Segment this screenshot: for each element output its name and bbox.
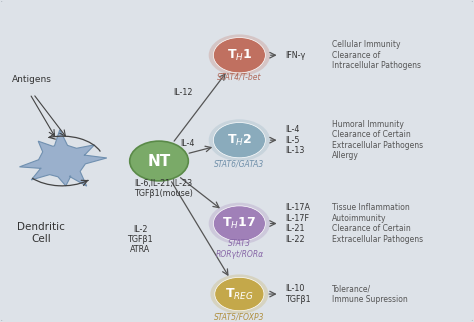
Circle shape: [215, 277, 264, 311]
Circle shape: [210, 274, 268, 314]
Text: IL-12: IL-12: [173, 88, 192, 97]
Text: IL-2
TGFβ1
ATRA: IL-2 TGFβ1 ATRA: [128, 225, 153, 254]
Circle shape: [213, 38, 265, 73]
Circle shape: [130, 141, 188, 181]
Circle shape: [213, 206, 265, 241]
Text: IFN-γ: IFN-γ: [285, 51, 305, 60]
Text: IL-4
IL-5
IL-13: IL-4 IL-5 IL-13: [285, 125, 305, 155]
Text: Dendritic
Cell: Dendritic Cell: [17, 222, 65, 244]
Text: STAT6/GATA3: STAT6/GATA3: [214, 159, 264, 168]
Circle shape: [209, 119, 270, 161]
Text: Humoral Immunity
Clearance of Certain
Extracellular Pathogens
Allergy: Humoral Immunity Clearance of Certain Ex…: [331, 120, 423, 160]
Circle shape: [209, 203, 270, 244]
Text: Tissue Inflammation
Autoimmunity
Clearance of Certain
Extracellular Pathogens: Tissue Inflammation Autoimmunity Clearan…: [331, 204, 423, 244]
Text: STAT5/FOXP3: STAT5/FOXP3: [214, 312, 264, 321]
Text: Tolerance/
Immune Supression: Tolerance/ Immune Supression: [331, 284, 407, 304]
Text: T$_{REG}$: T$_{REG}$: [225, 287, 254, 302]
Text: STAT3
RORγt/RORα: STAT3 RORγt/RORα: [215, 239, 264, 259]
Circle shape: [209, 34, 270, 76]
Text: IL-6,IL-21,IL-23
TGFβ1(mouse): IL-6,IL-21,IL-23 TGFβ1(mouse): [134, 179, 193, 198]
Polygon shape: [19, 130, 107, 186]
Text: IL-4: IL-4: [180, 139, 194, 148]
Text: Antigens: Antigens: [11, 75, 51, 84]
Circle shape: [213, 123, 265, 158]
Text: T$_H$17: T$_H$17: [222, 216, 256, 231]
Text: IL-17A
IL-17F
IL-21
IL-22: IL-17A IL-17F IL-21 IL-22: [285, 204, 310, 244]
Text: Cellular Immunity
Clearance of
Intracellular Pathogens: Cellular Immunity Clearance of Intracell…: [331, 40, 420, 70]
Text: T$_H$2: T$_H$2: [227, 133, 252, 148]
Text: T$_H$1: T$_H$1: [227, 48, 252, 63]
Text: STAT4/T-bet: STAT4/T-bet: [217, 72, 262, 81]
Text: NT: NT: [147, 154, 171, 168]
Text: IL-10
TGFβ1: IL-10 TGFβ1: [285, 284, 311, 304]
